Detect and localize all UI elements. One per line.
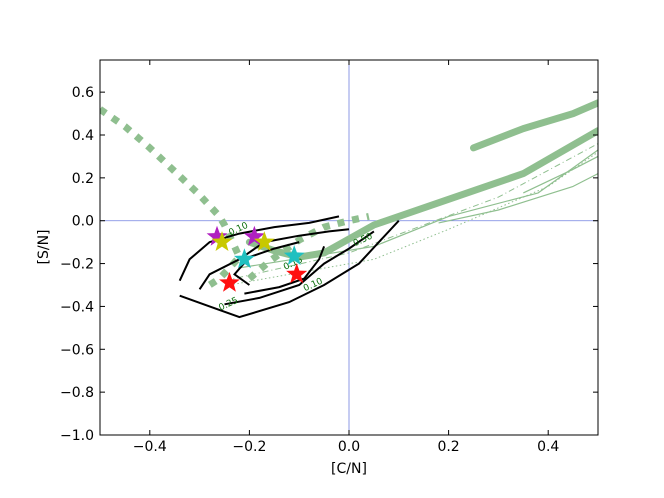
- star-marker-3: [253, 231, 275, 251]
- axis-ticks: −0.4 −0.2 0.0 0.2 0.4 −1.0 −0.8 −0.6 −0.4 −0.2 0.0…: [60, 60, 598, 455]
- y-tick-label: 0.4: [72, 128, 94, 144]
- star-marker-0: [206, 225, 228, 246]
- star-marker-4: [234, 248, 255, 269]
- model-track-4: [239, 149, 598, 269]
- star-marker-2: [211, 231, 233, 251]
- star-markers: [206, 225, 308, 292]
- star-marker-5: [283, 245, 305, 265]
- model-track-2: [245, 127, 598, 261]
- contour-label-2: 0.25: [217, 296, 239, 314]
- model-track-3: [470, 99, 598, 152]
- y-tick-label: −1.0: [60, 428, 94, 444]
- contour-label-0: 0.10: [227, 221, 250, 239]
- contour-0.25-3: [224, 230, 375, 306]
- x-tick-label: 0.4: [537, 439, 559, 455]
- x-axis-label: [C/N]: [331, 461, 367, 477]
- model-track-5: [523, 155, 598, 194]
- y-tick-label: 0.6: [72, 85, 94, 101]
- y-tick-label: −0.8: [60, 385, 94, 401]
- model-track-0: [100, 106, 243, 288]
- y-tick-label: 0.0: [72, 214, 94, 230]
- x-tick-label: 0.0: [338, 439, 360, 455]
- star-marker-7: [286, 263, 308, 284]
- y-tick-label: −0.2: [60, 257, 94, 273]
- x-tick-label: −0.4: [133, 439, 167, 455]
- x-tick-label: −0.2: [232, 439, 266, 455]
- y-tick-label: 0.2: [72, 171, 94, 187]
- y-axis-label: [S/N]: [36, 230, 52, 265]
- contour-0.10-0: [179, 220, 400, 319]
- y-tick-label: −0.6: [60, 342, 94, 358]
- model-track-6: [438, 173, 598, 224]
- star-marker-1: [243, 225, 265, 246]
- star-marker-6: [219, 271, 240, 292]
- y-tick-label: −0.4: [60, 299, 94, 315]
- contour-0.50-5: [244, 246, 326, 295]
- x-tick-label: 0.2: [437, 439, 459, 455]
- contour-0.10-1: [178, 215, 340, 282]
